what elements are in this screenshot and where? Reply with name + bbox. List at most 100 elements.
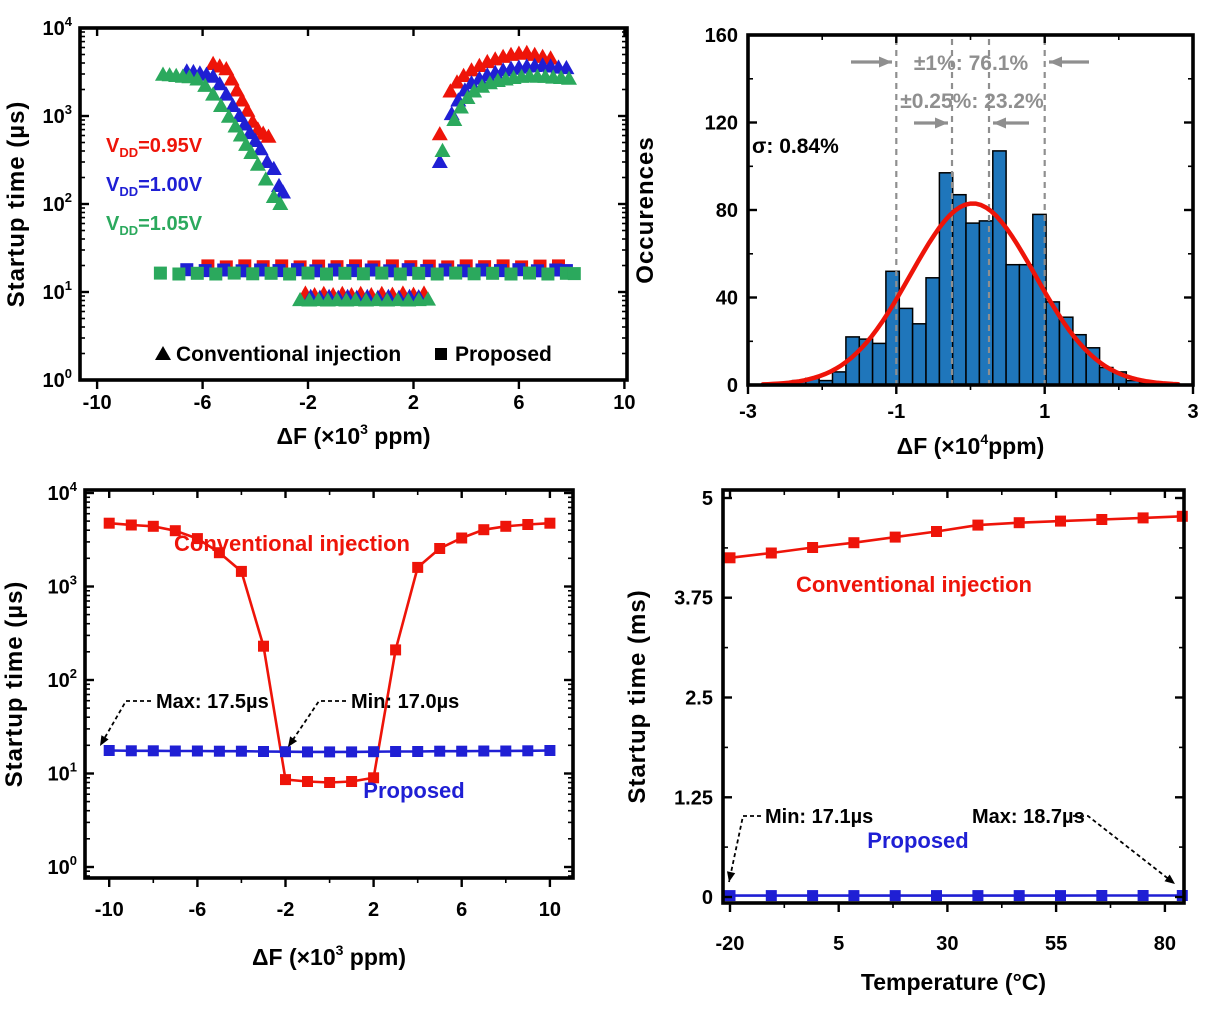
triangle-marker: [265, 188, 282, 203]
triangle-marker: [260, 128, 277, 143]
square-marker: [972, 519, 984, 531]
triangle-marker: [446, 111, 463, 126]
callout-label: Min: 17.1µs: [765, 806, 873, 828]
triangle-marker: [463, 75, 480, 90]
square-marker: [191, 533, 203, 545]
triangle-marker: [249, 156, 266, 171]
arrowhead-icon: [288, 736, 298, 747]
series-line: [109, 521, 550, 784]
y-axis-label: Startup time (µs): [1, 581, 28, 788]
chart-startup-time-vs-df-line: Conventional injection Proposed Max: 17.5µ…: [1, 479, 575, 970]
triangle-marker: [275, 184, 291, 199]
square-marker: [430, 267, 444, 281]
triangle-marker: [197, 77, 214, 92]
triangle-marker: [232, 127, 249, 142]
x-axis-label: ΔF (×103 ppm): [276, 421, 430, 449]
square-marker: [169, 525, 181, 537]
triangle-marker: [466, 83, 483, 98]
square-marker: [235, 745, 247, 757]
y-tick-label: 40: [716, 288, 738, 310]
vdd-label: VDD=1.05V: [106, 213, 203, 238]
plot-frame: [746, 33, 1195, 387]
histogram-bar: [925, 277, 941, 386]
triangle-marker: [227, 118, 244, 133]
x-axis-label: ΔF (×103 ppm): [252, 942, 406, 970]
square-marker: [213, 547, 225, 559]
square-marker: [972, 890, 984, 902]
square-marker: [147, 520, 159, 532]
series-proposed: [724, 890, 1188, 902]
triangle-marker: [189, 71, 206, 86]
x-tick-label: -10: [83, 392, 112, 414]
square-marker: [467, 267, 481, 281]
x-tick-label: -2: [277, 899, 295, 921]
square-marker: [848, 890, 860, 902]
x-tick-label: -6: [194, 392, 212, 414]
square-marker: [412, 266, 426, 280]
square-marker: [1137, 890, 1149, 901]
y-tick-label: 104: [48, 479, 78, 505]
square-marker: [931, 890, 942, 902]
square-marker: [724, 890, 736, 902]
arrowhead-icon: [727, 871, 736, 882]
callout-leader: [1073, 815, 1176, 885]
axes: -3 -1 1 3 0 40 80 120 160 ΔF (×104ppm) Occurences: [632, 25, 1199, 459]
square-marker: [346, 746, 358, 758]
square-marker: [147, 745, 159, 757]
chart-df-histogram: σ: 0.84% ±1%: 76.1% ±0.25%: 23.2% -3 -1 1 3 0 40…: [632, 25, 1199, 459]
y-tick-label: 0: [702, 887, 713, 909]
histogram-bar: [978, 220, 994, 386]
y-tick-label: 100: [43, 366, 72, 392]
square-marker: [125, 745, 137, 757]
callout-label: Max: 17.5µs: [156, 691, 269, 713]
square-marker: [449, 266, 463, 280]
x-tick-label: -6: [188, 899, 206, 921]
y-axis-label: Occurences: [632, 136, 659, 283]
y-tick-label: 3.75: [674, 588, 713, 610]
x-tick-label: 55: [1045, 933, 1067, 955]
square-marker: [889, 890, 901, 902]
x-tick-label: 10: [613, 392, 635, 414]
square-marker: [209, 267, 223, 281]
annotation: σ: 0.84%: [752, 135, 839, 158]
square-marker: [302, 776, 313, 787]
y-tick-label: 104: [43, 14, 73, 40]
triangle-marker: [542, 50, 559, 65]
histogram-bar: [898, 307, 914, 386]
square-marker: [393, 267, 407, 281]
square-marker: [434, 543, 446, 554]
triangle-marker: [265, 160, 282, 175]
arrowhead-icon: [879, 56, 892, 68]
plot-content: Conventional injection Proposed Max: 17.5µ…: [99, 517, 556, 803]
axes: -20 5 30 55 80 0 1.25 2.5 3.75 5 Temperature (°C) S…: [624, 488, 1186, 995]
x-tick-label: 30: [936, 933, 958, 955]
triangle-marker: [452, 99, 469, 114]
square-marker: [848, 537, 860, 549]
histogram-bar: [951, 193, 967, 386]
square-marker: [346, 776, 358, 787]
triangle-marker: [358, 292, 374, 307]
series-proposed-vdd-1-05: [153, 266, 581, 281]
square-marker: [412, 561, 424, 573]
triangle-marker: [257, 171, 274, 186]
callout-label: Max: 18.7µs: [972, 806, 1085, 828]
callout-label: Min: 17.0µs: [351, 691, 459, 713]
x-tick-label: 10: [539, 899, 561, 921]
square-marker: [169, 745, 181, 757]
y-tick-label: 101: [48, 759, 77, 785]
square-marker: [227, 266, 241, 280]
series-conventional-vdd-1-05: [155, 66, 577, 307]
x-tick-label: 2: [408, 392, 419, 414]
chart-startup-time-vs-df-scatter: VDD=0.95V VDD=1.00V VDD=1.05V Conventional …: [3, 14, 635, 449]
histogram-bar: [831, 371, 847, 386]
square-marker: [567, 267, 581, 281]
triangle-marker: [205, 86, 222, 101]
triangle-marker: [259, 153, 276, 168]
triangle-marker: [347, 291, 364, 307]
arrowhead-icon: [1049, 56, 1062, 68]
triangle-marker: [211, 76, 228, 91]
y-tick-label: 2.5: [685, 687, 713, 709]
arrowhead-icon: [993, 117, 1006, 129]
square-marker: [478, 745, 490, 757]
histogram-bars: [778, 150, 1168, 386]
